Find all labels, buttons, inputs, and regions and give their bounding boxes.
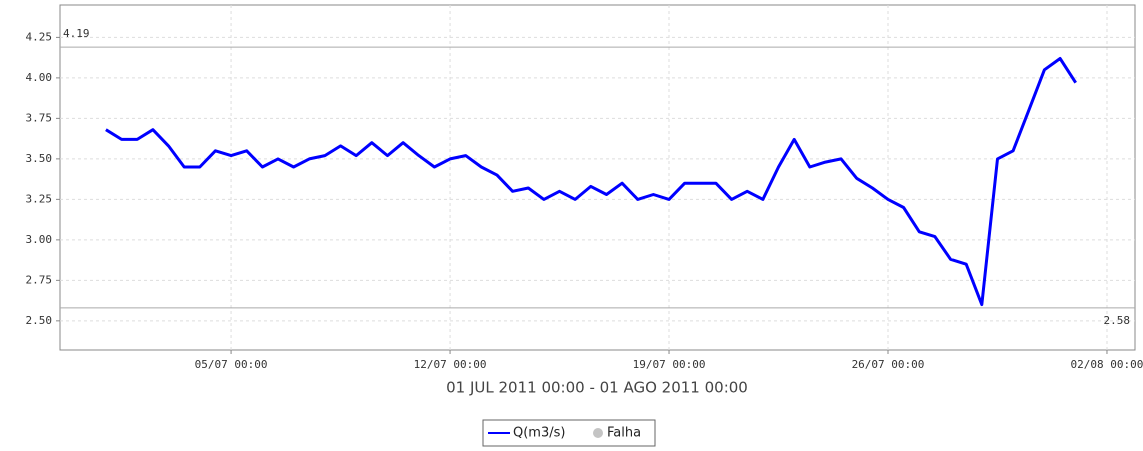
y-tick-label: 4.00 — [26, 71, 53, 84]
legend-swatch — [593, 428, 603, 438]
y-tick-label: 3.50 — [26, 152, 53, 165]
y-tick-label: 3.25 — [26, 192, 53, 205]
legend-label: Falha — [607, 426, 641, 441]
marker-label: 2.58 — [1104, 314, 1131, 327]
chart-subtitle: 01 JUL 2011 00:00 - 01 AGO 2011 00:00 — [446, 379, 748, 397]
x-tick-label: 05/07 00:00 — [195, 358, 268, 371]
y-tick-label: 2.75 — [26, 273, 53, 286]
y-tick-label: 4.25 — [26, 30, 53, 43]
legend-label: Q(m3/s) — [513, 426, 565, 441]
data-line — [105, 57, 1077, 307]
x-tick-label: 19/07 00:00 — [633, 358, 706, 371]
y-tick-label: 3.75 — [26, 111, 53, 124]
legend-box — [482, 419, 656, 447]
y-tick-label: 2.50 — [26, 314, 53, 327]
x-tick-label: 26/07 00:00 — [852, 358, 925, 371]
y-tick-label: 3.00 — [26, 233, 53, 246]
plot-area — [59, 4, 1136, 351]
x-tick-label: 02/08 00:00 — [1071, 358, 1143, 371]
x-tick-label: 12/07 00:00 — [414, 358, 487, 371]
marker-label: 4.19 — [63, 27, 90, 40]
